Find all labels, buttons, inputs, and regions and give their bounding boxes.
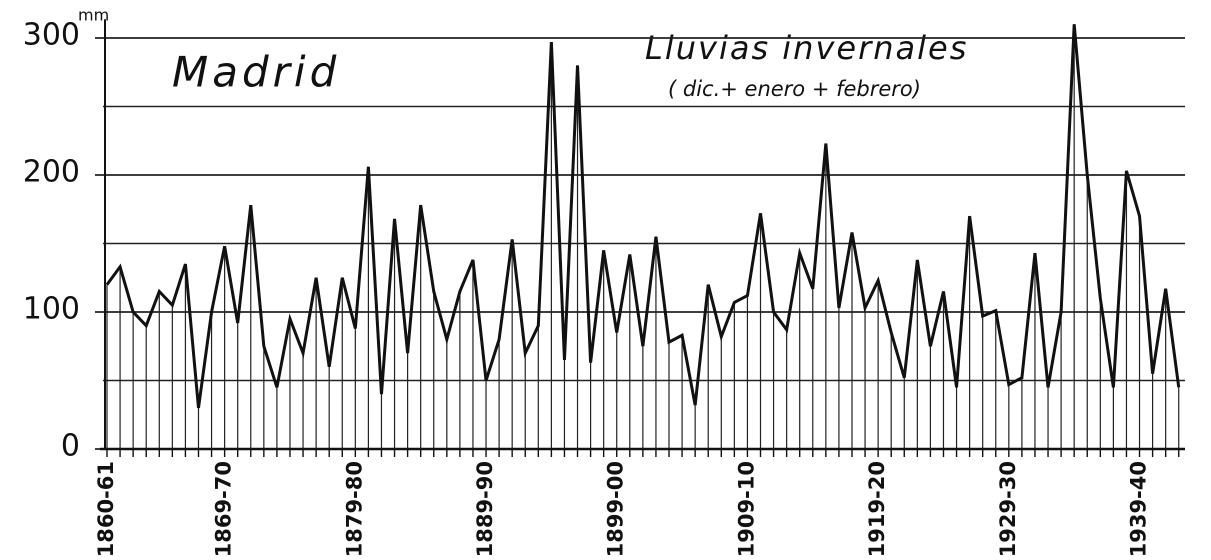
y-tick-label: 0 [61, 429, 80, 464]
annotation: Lluvias invernales [645, 29, 968, 67]
x-tick-label: 1899-00 [604, 461, 628, 557]
y-tick-label: 300 [23, 18, 80, 53]
x-tick-label: 1869-70 [212, 461, 236, 557]
rain-line [105, 24, 1181, 409]
x-tick-label: 1889-90 [473, 461, 497, 557]
subtitle: ( dic.+ enero + febrero) [668, 77, 921, 101]
x-tick-label: 1939-40 [1127, 461, 1151, 557]
x-tick-label: 1919-20 [865, 461, 889, 557]
y-unit: mm [78, 6, 109, 25]
chart-title: Madrid [172, 48, 340, 97]
y-tick-label: 200 [23, 155, 80, 190]
x-tick-label: 1909-10 [734, 461, 758, 557]
y-tick-label: 100 [23, 292, 80, 327]
x-tick-label: 1879-80 [342, 461, 366, 557]
x-tick-label: 1860-61 [94, 461, 118, 557]
x-tick-label: 1929-30 [996, 461, 1020, 557]
